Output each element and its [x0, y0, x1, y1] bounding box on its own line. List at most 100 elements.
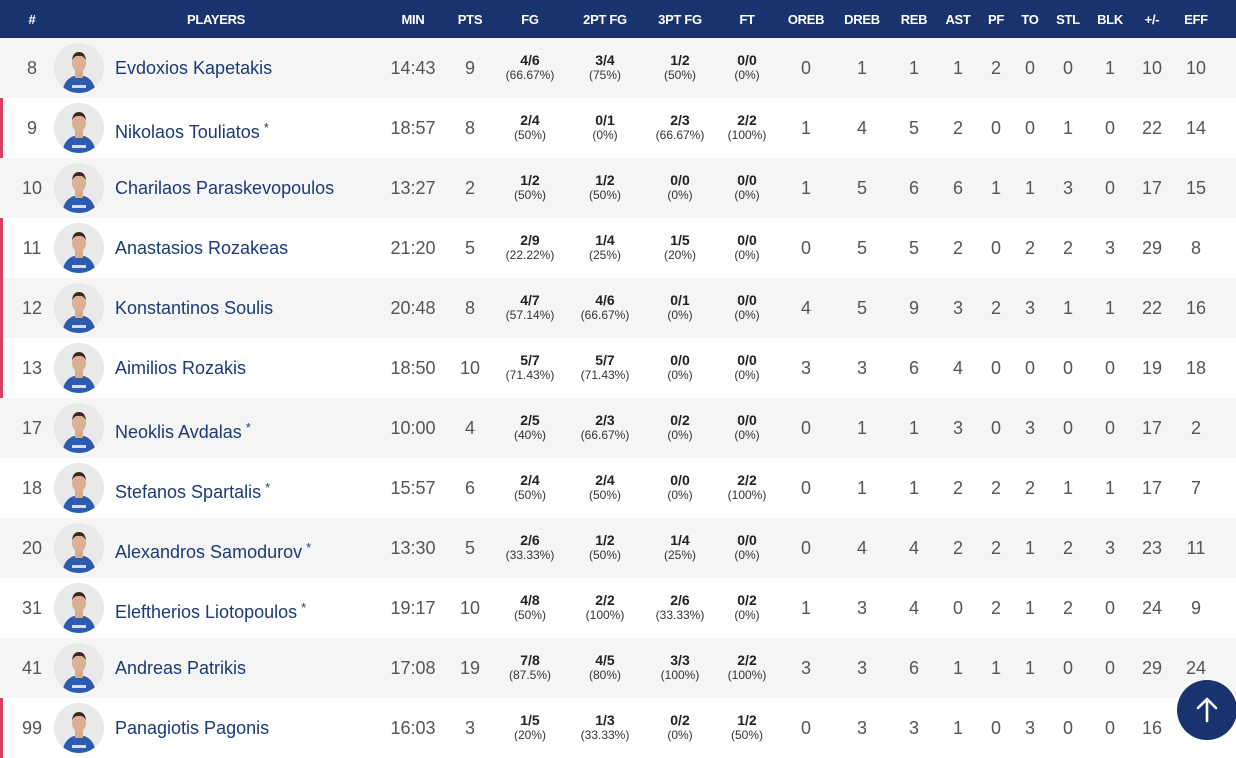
minutes: 10:00 [390, 418, 436, 438]
fg3-pct: (0%) [667, 188, 693, 202]
column-header[interactable]: FG [521, 12, 539, 27]
player-name[interactable]: Nikolaos Touliatos [115, 122, 260, 142]
column-header[interactable]: TO [1021, 12, 1039, 27]
to: 3 [1024, 718, 1036, 738]
fg2-cell: 1/3 (33.33%) [581, 712, 630, 742]
scroll-to-top-button[interactable] [1177, 680, 1236, 740]
avatar[interactable] [54, 343, 104, 393]
fg3-made: 0/1 [670, 292, 690, 308]
column-header[interactable]: 2PT FG [583, 12, 627, 27]
avatar[interactable] [54, 163, 104, 213]
player-name[interactable]: Neoklis Avdalas [115, 422, 242, 442]
eff: 7 [1190, 478, 1202, 498]
avatar[interactable] [54, 643, 104, 693]
dreb: 1 [856, 58, 868, 78]
player-name-link[interactable]: Andreas Patrikis [115, 638, 246, 698]
player-name-link[interactable]: Konstantinos Soulis [115, 278, 273, 338]
avatar[interactable] [54, 523, 104, 573]
column-header[interactable]: OREB [787, 12, 825, 27]
player-name[interactable]: Charilaos Paraskevopoulos [115, 178, 335, 198]
column-header[interactable]: STL [1056, 12, 1080, 27]
fg2-pct: (80%) [588, 668, 622, 682]
points: 8 [464, 118, 476, 138]
avatar[interactable] [54, 583, 104, 633]
fg-pct: (20%) [513, 728, 547, 742]
dreb: 3 [856, 358, 868, 378]
player-name[interactable]: Andreas Patrikis [115, 658, 247, 678]
dreb: 3 [856, 658, 868, 678]
jersey-number: 13 [21, 358, 43, 378]
column-header[interactable]: BLK [1097, 12, 1123, 27]
fg2-cell: 1/4 (25%) [589, 232, 621, 262]
player-name-link[interactable]: Aimilios Rozakis [115, 338, 246, 398]
fg2-cell: 0/1 (0%) [592, 112, 617, 142]
player-name-link[interactable]: Evdoxios Kapetakis [115, 38, 272, 98]
player-name-link[interactable]: Anastasios Rozakeas [115, 218, 288, 278]
fg2-pct: (50%) [588, 188, 622, 202]
fg3-pct: (0%) [667, 368, 693, 382]
fg3-cell: 0/0 (0%) [667, 472, 692, 502]
player-name[interactable]: Aimilios Rozakis [115, 358, 247, 378]
column-header[interactable]: 3PT FG [658, 12, 702, 27]
stl: 2 [1062, 598, 1074, 618]
column-header[interactable]: EFF [1184, 12, 1208, 27]
avatar[interactable] [54, 283, 104, 333]
eff: 18 [1185, 358, 1207, 378]
avatar[interactable] [54, 43, 104, 93]
ast: 1 [952, 658, 964, 678]
fg3-cell: 0/0 (0%) [667, 352, 692, 382]
ft-pct: (100%) [727, 668, 767, 682]
reb: 6 [908, 658, 920, 678]
column-header[interactable]: # [28, 12, 36, 27]
player-name[interactable]: Eleftherios Liotopoulos [115, 602, 298, 622]
avatar[interactable] [54, 463, 104, 513]
fg2-made: 2/3 [595, 412, 615, 428]
player-name-link[interactable]: Eleftherios Liotopoulos * [115, 578, 306, 638]
stl: 0 [1062, 58, 1074, 78]
plus-minus: 10 [1141, 58, 1163, 78]
fg-made: 2/4 [520, 472, 540, 488]
fg3-pct: (0%) [667, 308, 693, 322]
column-header[interactable]: DREB [844, 12, 880, 27]
fg3-cell: 3/3 (100%) [661, 652, 700, 682]
eff: 15 [1185, 178, 1207, 198]
column-header[interactable]: +/- [1144, 12, 1160, 27]
column-header[interactable]: FT [739, 12, 755, 27]
reb: 3 [908, 718, 920, 738]
player-name-link[interactable]: Stefanos Spartalis * [115, 458, 270, 518]
player-name[interactable]: Panagiotis Pagonis [115, 718, 270, 738]
player-name-link[interactable]: Neoklis Avdalas * [115, 398, 251, 458]
avatar[interactable] [54, 103, 104, 153]
ft-cell: 2/2 (100%) [728, 652, 767, 682]
player-name[interactable]: Konstantinos Soulis [115, 298, 274, 318]
column-header[interactable]: REB [900, 12, 928, 27]
fg3-pct: (25%) [663, 548, 697, 562]
fg2-made: 5/7 [595, 352, 615, 368]
column-header[interactable]: PTS [457, 12, 483, 27]
points: 10 [459, 598, 481, 618]
avatar[interactable] [54, 703, 104, 753]
column-header[interactable]: PF [987, 12, 1005, 27]
eff: 11 [1186, 538, 1206, 558]
dreb: 4 [856, 118, 868, 138]
column-header[interactable]: AST [945, 12, 971, 27]
avatar[interactable] [54, 223, 104, 273]
ft-pct: (100%) [727, 128, 767, 142]
stl: 2 [1062, 238, 1074, 258]
player-name[interactable]: Anastasios Rozakeas [115, 238, 289, 258]
player-name-link[interactable]: Nikolaos Touliatos * [115, 98, 269, 158]
starter-marker [0, 698, 3, 758]
fg-cell: 5/7 (71.43%) [506, 352, 555, 382]
player-name-link[interactable]: Charilaos Paraskevopoulos [115, 158, 334, 218]
stl: 0 [1062, 658, 1074, 678]
player-name-link[interactable]: Alexandros Samodurov * [115, 518, 311, 578]
player-name[interactable]: Evdoxios Kapetakis [115, 58, 273, 78]
player-name[interactable]: Alexandros Samodurov [115, 542, 303, 562]
avatar[interactable] [54, 403, 104, 453]
column-header[interactable]: PLAYERS [186, 12, 246, 27]
player-name[interactable]: Stefanos Spartalis [115, 482, 262, 502]
player-name-link[interactable]: Panagiotis Pagonis [115, 698, 269, 758]
column-header[interactable]: MIN [401, 12, 425, 27]
fg-pct: (33.33%) [505, 548, 555, 562]
fg3-made: 2/3 [670, 112, 690, 128]
